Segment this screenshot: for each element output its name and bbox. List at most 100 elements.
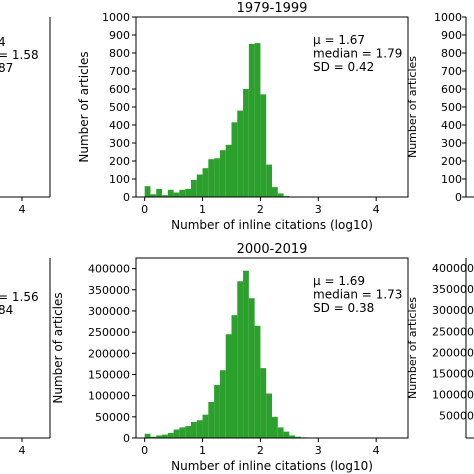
histogram-bar <box>289 435 296 438</box>
right-bottom-tick-label: 100000 <box>432 389 474 402</box>
right-bottom-tick-label: 400000 <box>432 262 474 275</box>
y-tick-label: 400 <box>109 119 130 132</box>
histogram-bar <box>144 433 151 438</box>
x-tick-label: 1 <box>199 203 206 216</box>
y-tick-label: 900 <box>109 29 130 42</box>
histogram-bar <box>162 195 168 197</box>
histogram-bar <box>237 281 244 438</box>
y-tick-label: 300000 <box>88 305 130 318</box>
histogram-bar <box>266 393 272 438</box>
histogram-bar <box>231 122 238 197</box>
right-top-tick-label: 900 <box>441 29 462 42</box>
right-bottom-tick-label: 150000 <box>432 368 474 381</box>
right-top-tick-label: 100 <box>441 173 462 186</box>
x-tick-label: 4 <box>373 203 380 216</box>
histogram-bar <box>219 370 226 438</box>
y-tick-label: 300 <box>109 137 130 150</box>
stats-annotation: μ = 1.69 <box>313 274 365 288</box>
histogram-bar <box>167 189 174 197</box>
y-tick-label: 150000 <box>88 368 130 381</box>
right-top-tick-label: 1000 <box>434 11 462 24</box>
y-tick-label: 250000 <box>88 326 130 339</box>
histogram-bar <box>162 434 168 438</box>
left-panel-fragment-top: 4 = 1.58 87 4 <box>0 17 51 216</box>
stats-annotation: median = 1.79 <box>313 47 402 61</box>
y-tick-label: 600 <box>109 83 130 96</box>
x-tick-label: 3 <box>315 203 322 216</box>
histogram-bar <box>185 188 191 197</box>
right-top-tick-label: 400 <box>441 119 462 132</box>
stats-annotation: μ = 1.67 <box>313 33 365 47</box>
histogram-bar <box>214 158 220 197</box>
y-tick-label: 200000 <box>88 347 130 360</box>
right-panel-fragment-bottom: Number of articles 400000 350000 300000 250… <box>406 258 474 439</box>
histogram-bar <box>248 298 255 438</box>
left-bottom-frag-0: = 1.56 <box>0 290 39 304</box>
histogram-bar <box>248 44 255 197</box>
histogram-2000-2019: 0 1 2 3 4 0 50000 100000 150000 200000 250000 30000… <box>51 242 409 473</box>
x-tick-label: 0 <box>141 203 148 216</box>
right-bottom-ylabel: Number of articles <box>406 297 419 399</box>
plot-frame <box>135 257 409 439</box>
histogram-bar <box>202 414 209 438</box>
chart-title: 2000-2019 <box>237 242 308 257</box>
histogram-bar <box>173 192 180 197</box>
histogram-bar <box>237 110 244 197</box>
left-top-frag-3: 4 <box>19 203 26 216</box>
left-panel-fragment-bottom: = 1.56 84 4 <box>0 258 51 457</box>
histogram-bar <box>225 144 232 197</box>
histogram-1979-1999: 0 1 2 3 4 0 100 200 300 400 500 600 700 800 900 1000 197… <box>77 1 409 232</box>
y-tick-label: 400000 <box>88 263 130 276</box>
histogram-bar <box>260 368 267 438</box>
stats-annotation: SD = 0.38 <box>313 301 374 315</box>
chart-title: 1979-1999 <box>237 1 308 16</box>
stats-annotation: SD = 0.42 <box>313 60 374 74</box>
histogram-bar <box>283 431 290 438</box>
y-tick-label: 500 <box>109 101 130 114</box>
y-axis-label: Number of articles <box>51 292 65 403</box>
right-top-ylabel: Number of articles <box>406 56 419 158</box>
right-panel-fragment-top: Number of articles 100090080070060050040… <box>406 11 474 204</box>
histogram-bar <box>214 385 220 438</box>
right-top-tick-label: 700 <box>441 65 462 78</box>
y-tick-label: 0 <box>123 432 130 445</box>
histogram-bar <box>179 189 186 197</box>
x-axis-label: Number of inline citations (log10) <box>171 218 373 232</box>
y-tick-label: 200 <box>109 155 130 168</box>
x-axis-label: Number of inline citations (log10) <box>171 459 373 473</box>
histogram-bar <box>272 187 278 197</box>
histogram-bar <box>150 194 157 197</box>
histogram-bar <box>185 426 191 438</box>
histogram-bar <box>231 315 238 438</box>
histogram-bar <box>173 429 180 438</box>
histogram-bar <box>260 94 267 197</box>
histogram-bar <box>196 420 203 438</box>
x-tick-label: 2 <box>257 203 264 216</box>
histogram-bar <box>225 334 232 438</box>
right-top-tick-label: 500 <box>441 101 462 114</box>
right-bottom-tick-label: 250000 <box>432 325 474 338</box>
left-top-frag-0: 4 <box>0 35 6 49</box>
histogram-bar <box>243 270 249 438</box>
histogram-bar <box>179 427 186 438</box>
y-tick-label: 0 <box>123 191 130 204</box>
left-top-frag-1: = 1.58 <box>0 48 39 62</box>
histogram-bar <box>295 436 301 438</box>
right-top-tick-label: 0 <box>455 191 462 204</box>
y-tick-label: 350000 <box>88 284 130 297</box>
stats-annotation: median = 1.73 <box>313 288 402 302</box>
histogram-bar <box>254 43 261 197</box>
histogram-bar <box>243 89 249 197</box>
right-top-tick-label: 200 <box>441 155 462 168</box>
x-tick-label: 2 <box>257 444 264 457</box>
x-tick-label: 4 <box>373 444 380 457</box>
y-tick-label: 50000 <box>95 411 130 424</box>
histogram-bar <box>208 159 215 197</box>
right-bottom-tick-label: 350000 <box>432 283 474 296</box>
right-top-tick-label: 800 <box>441 47 462 60</box>
histogram-bar <box>196 174 203 197</box>
right-bottom-tick-label: 200000 <box>432 346 474 359</box>
histogram-bar <box>156 435 163 438</box>
y-tick-label: 100000 <box>88 390 130 403</box>
